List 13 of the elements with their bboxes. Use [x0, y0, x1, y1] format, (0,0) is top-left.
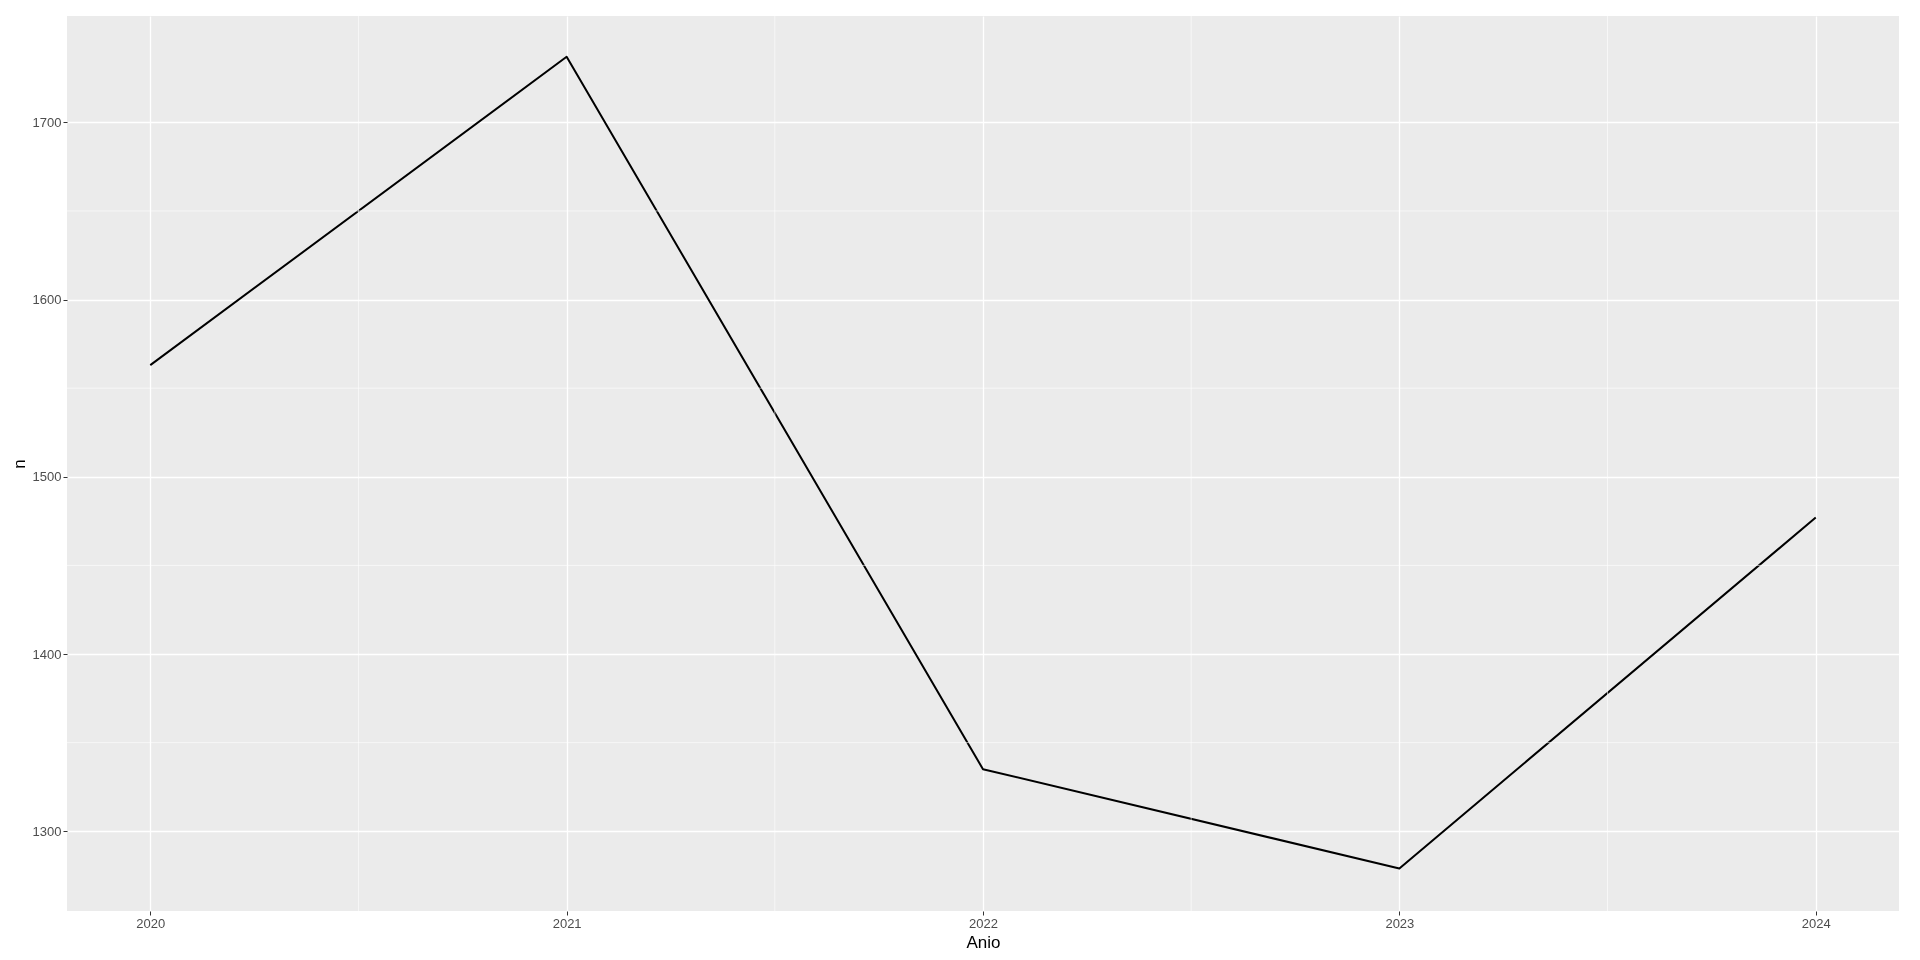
x-tick-label: 2024	[1801, 915, 1831, 931]
y-tick-label: 1700	[32, 114, 62, 130]
x-axis-title: Anio	[966, 932, 1001, 952]
y-tick-label: 1400	[32, 646, 62, 662]
y-tick-label: 1600	[32, 292, 62, 308]
y-tick-label: 1300	[32, 823, 62, 839]
y-tick-label: 1500	[32, 469, 62, 485]
y-axis-title: n	[9, 459, 29, 469]
x-tick-label: 2021	[552, 915, 582, 931]
line-series	[149, 55, 1817, 870]
x-tick-label: 2020	[136, 915, 166, 931]
x-tick-label: 2022	[969, 915, 998, 931]
x-tick-label: 2023	[1385, 915, 1415, 931]
